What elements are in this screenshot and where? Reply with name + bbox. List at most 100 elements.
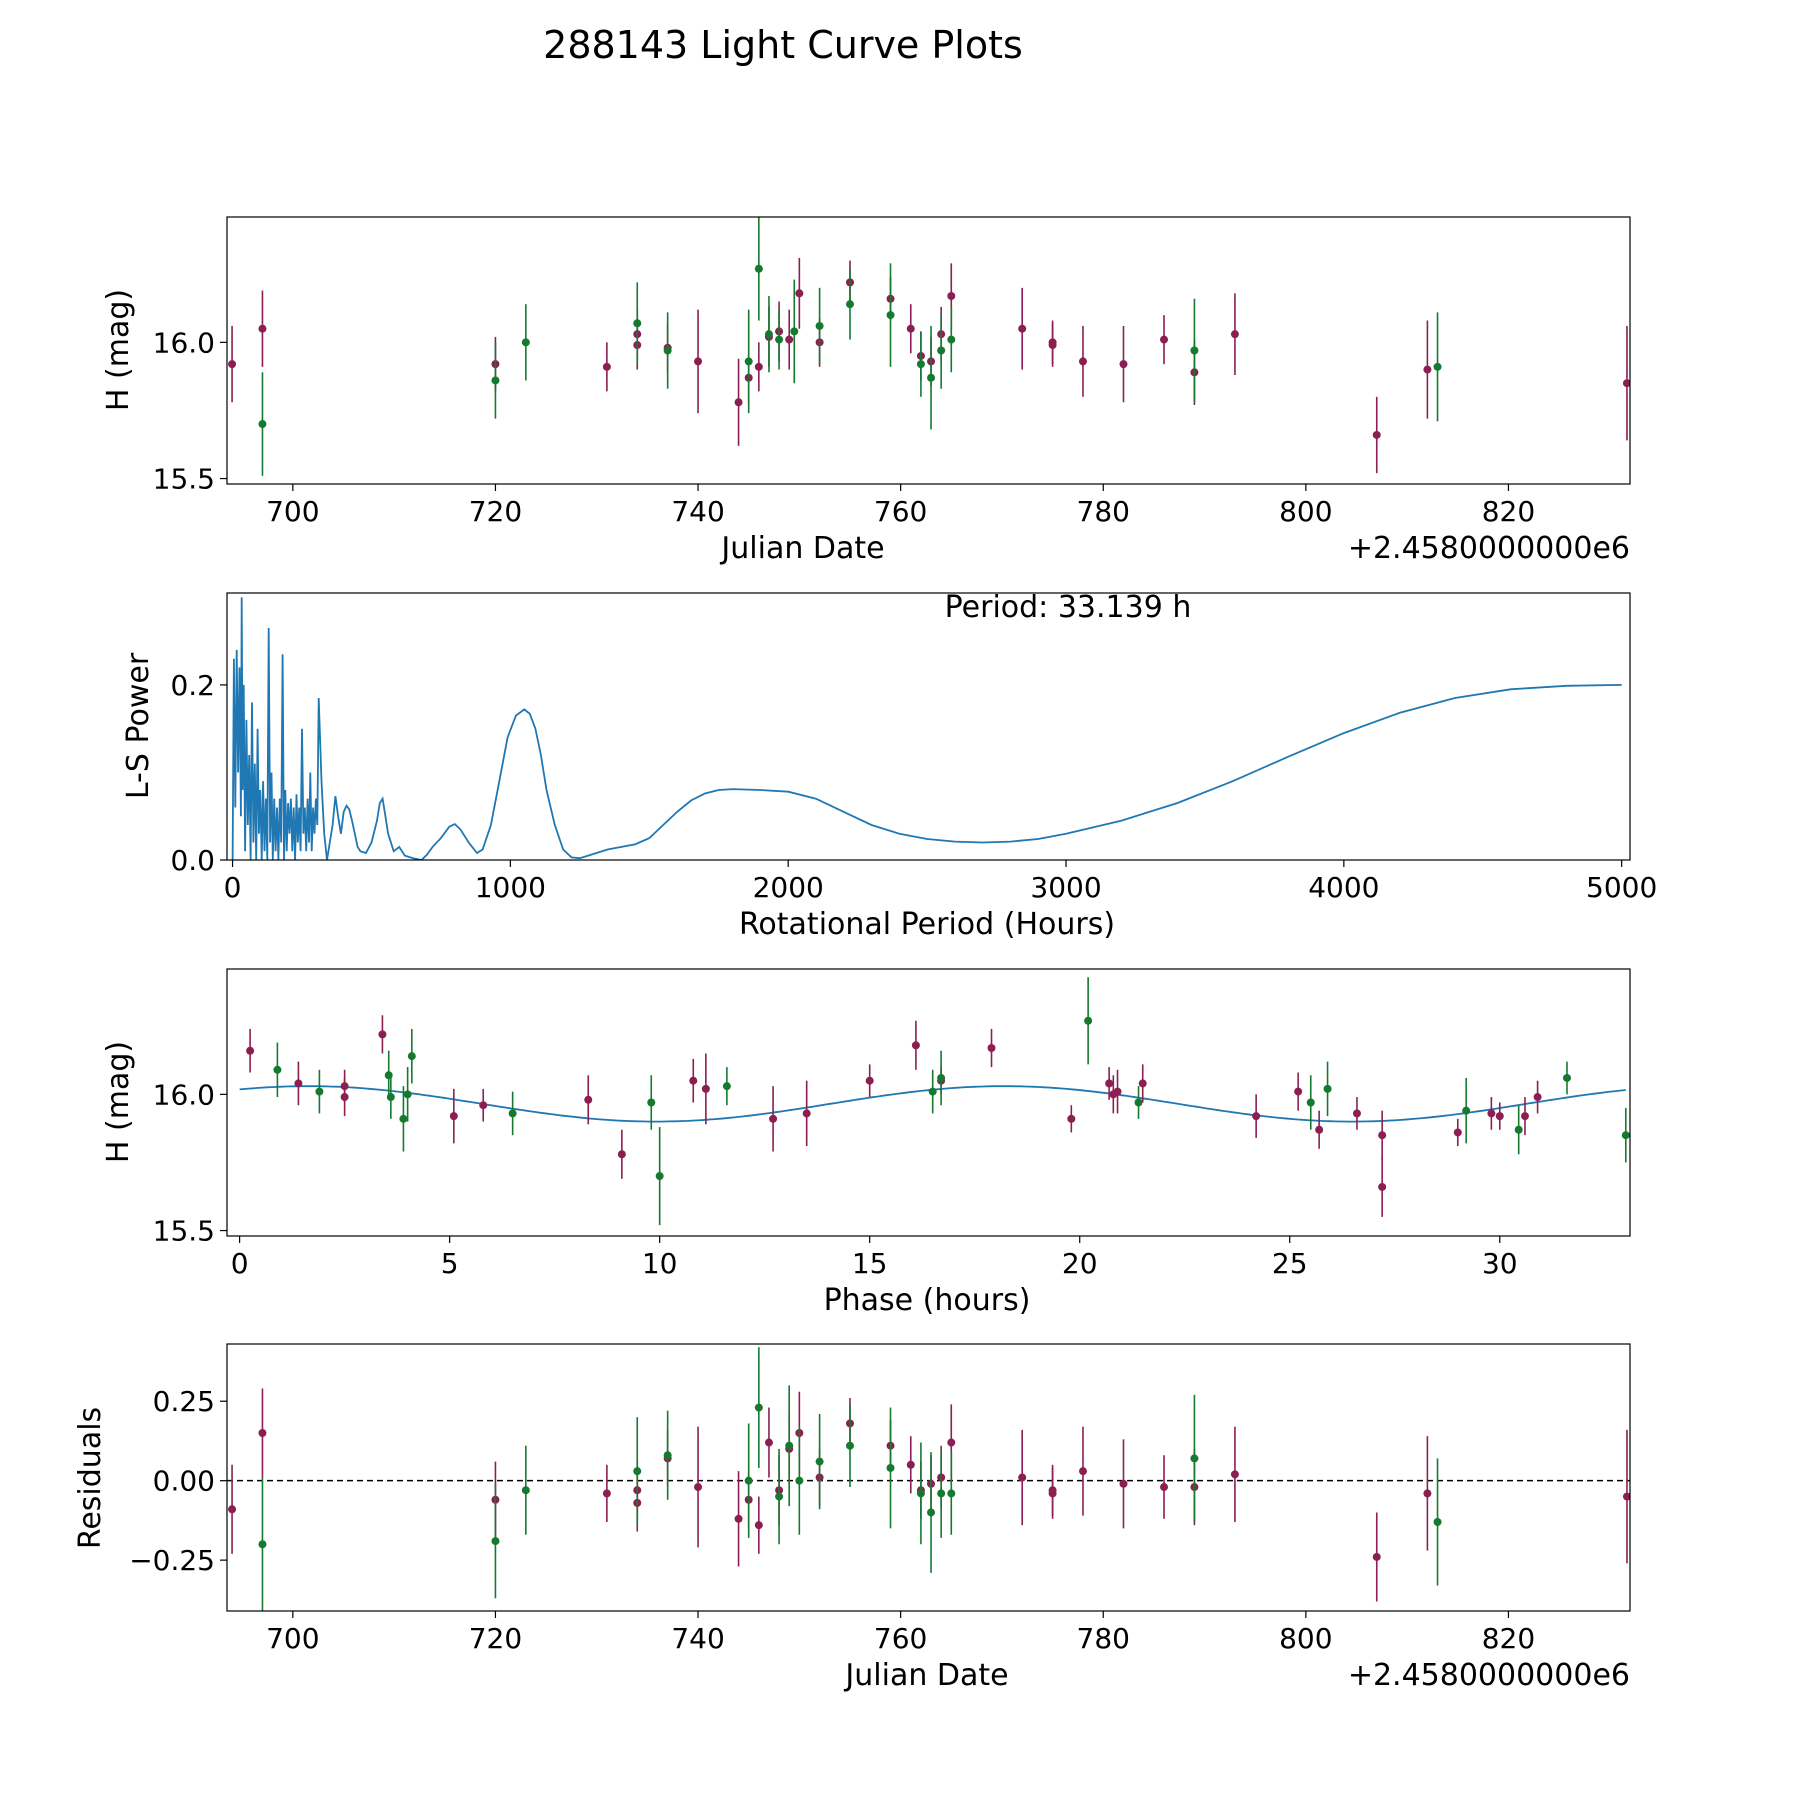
data-marker: [916, 1489, 925, 1498]
data-marker: [916, 360, 925, 369]
data-point: [508, 1091, 517, 1136]
data-marker: [790, 327, 799, 336]
data-point: [754, 217, 763, 321]
data-marker: [1230, 1470, 1239, 1479]
data-point: [764, 296, 773, 373]
data-marker: [744, 1476, 753, 1485]
data-point: [1018, 287, 1027, 370]
x-tick-label: 5: [441, 1247, 459, 1280]
data-point: [947, 1452, 956, 1535]
x-tick-label: 3000: [1030, 871, 1101, 904]
data-marker: [258, 420, 267, 429]
data-point: [1048, 1467, 1057, 1519]
data-marker: [911, 1041, 920, 1050]
series-filter-a: [228, 257, 1630, 474]
data-point: [1113, 1069, 1122, 1114]
data-point: [790, 279, 799, 384]
series-filter-a: [228, 1388, 1630, 1602]
data-marker: [602, 362, 611, 371]
data-marker: [1372, 430, 1381, 439]
series-filter-a: [246, 1015, 1542, 1217]
x-tick-label: 700: [266, 1622, 319, 1655]
data-marker: [1533, 1093, 1542, 1102]
figure-title: 288143 Light Curve Plots: [543, 23, 1023, 67]
data-marker: [663, 1451, 672, 1460]
data-marker: [491, 1537, 500, 1546]
phase-curve-panel: Phase (hours) H (mag) 0 5 10 15 20 25 30 15.5 16…: [101, 968, 1631, 1318]
y-tick-label: 0.0: [170, 844, 215, 877]
data-point: [785, 1385, 794, 1507]
y-tick-label: 0.00: [153, 1465, 215, 1498]
x-tick-label: 1000: [475, 871, 546, 904]
data-marker: [521, 1486, 530, 1495]
data-point: [927, 325, 936, 430]
series-filter-b: [258, 217, 1442, 476]
data-marker: [1315, 1125, 1324, 1134]
y-tick-label: 15.5: [153, 463, 215, 496]
data-point: [694, 309, 703, 414]
data-point: [1067, 1105, 1076, 1133]
data-point: [785, 309, 794, 370]
data-marker: [987, 1044, 996, 1053]
data-marker: [722, 1082, 731, 1091]
data-point: [1323, 1061, 1332, 1117]
data-point: [947, 306, 956, 373]
data-marker: [1078, 1467, 1087, 1476]
data-point: [633, 282, 642, 365]
data-marker: [689, 1076, 698, 1085]
light-curve-y-label: H (mag): [101, 289, 136, 411]
data-marker: [1352, 1109, 1361, 1118]
data-point: [1119, 325, 1128, 403]
data-marker: [258, 1540, 267, 1549]
data-point: [584, 1075, 593, 1125]
data-marker: [258, 324, 267, 333]
periodogram-plot-area: [231, 597, 1622, 860]
data-marker: [754, 264, 763, 273]
data-point: [403, 1067, 412, 1122]
data-marker: [775, 1492, 784, 1501]
data-point: [937, 1448, 946, 1538]
data-marker: [754, 362, 763, 371]
y-tick-label: −0.25: [129, 1544, 215, 1577]
residuals-panel: Julian Date Residuals +2.4580000000e6 70…: [73, 1343, 1631, 1693]
data-point: [1621, 1107, 1630, 1163]
axes-frame: [226, 968, 1631, 1237]
axes-frame: [226, 216, 1631, 485]
residuals-offset-text: +2.4580000000e6: [1348, 1658, 1630, 1693]
data-point: [734, 358, 743, 446]
data-marker: [1378, 1182, 1387, 1191]
data-point: [916, 1442, 925, 1545]
x-tick-label: 20: [1062, 1247, 1098, 1280]
data-point: [1315, 1110, 1324, 1149]
data-point: [734, 1471, 743, 1567]
data-marker: [764, 1438, 773, 1447]
data-point: [228, 1464, 237, 1554]
data-point: [258, 372, 267, 476]
data-point: [647, 1075, 656, 1130]
data-marker: [1230, 330, 1239, 339]
data-point: [399, 1086, 408, 1152]
data-marker: [1113, 1087, 1122, 1096]
data-marker: [928, 1087, 937, 1096]
x-tick-label: 25: [1272, 1247, 1308, 1280]
data-point: [1462, 1077, 1471, 1144]
data-point: [294, 1061, 303, 1106]
data-marker: [1067, 1114, 1076, 1123]
data-point: [663, 1410, 672, 1500]
data-marker: [521, 338, 530, 347]
data-marker: [785, 1441, 794, 1450]
data-marker: [228, 1505, 237, 1514]
data-marker: [1423, 1489, 1432, 1498]
data-marker: [769, 1114, 778, 1123]
data-point: [491, 342, 500, 419]
data-marker: [947, 1489, 956, 1498]
light-curve-x-label: Julian Date: [719, 531, 884, 566]
data-point: [1160, 315, 1169, 365]
data-point: [315, 1069, 324, 1114]
data-marker: [937, 346, 946, 355]
data-point: [689, 1058, 698, 1103]
data-point: [886, 1407, 895, 1529]
data-point: [795, 257, 804, 329]
data-point: [916, 331, 925, 397]
data-marker: [1372, 1552, 1381, 1561]
